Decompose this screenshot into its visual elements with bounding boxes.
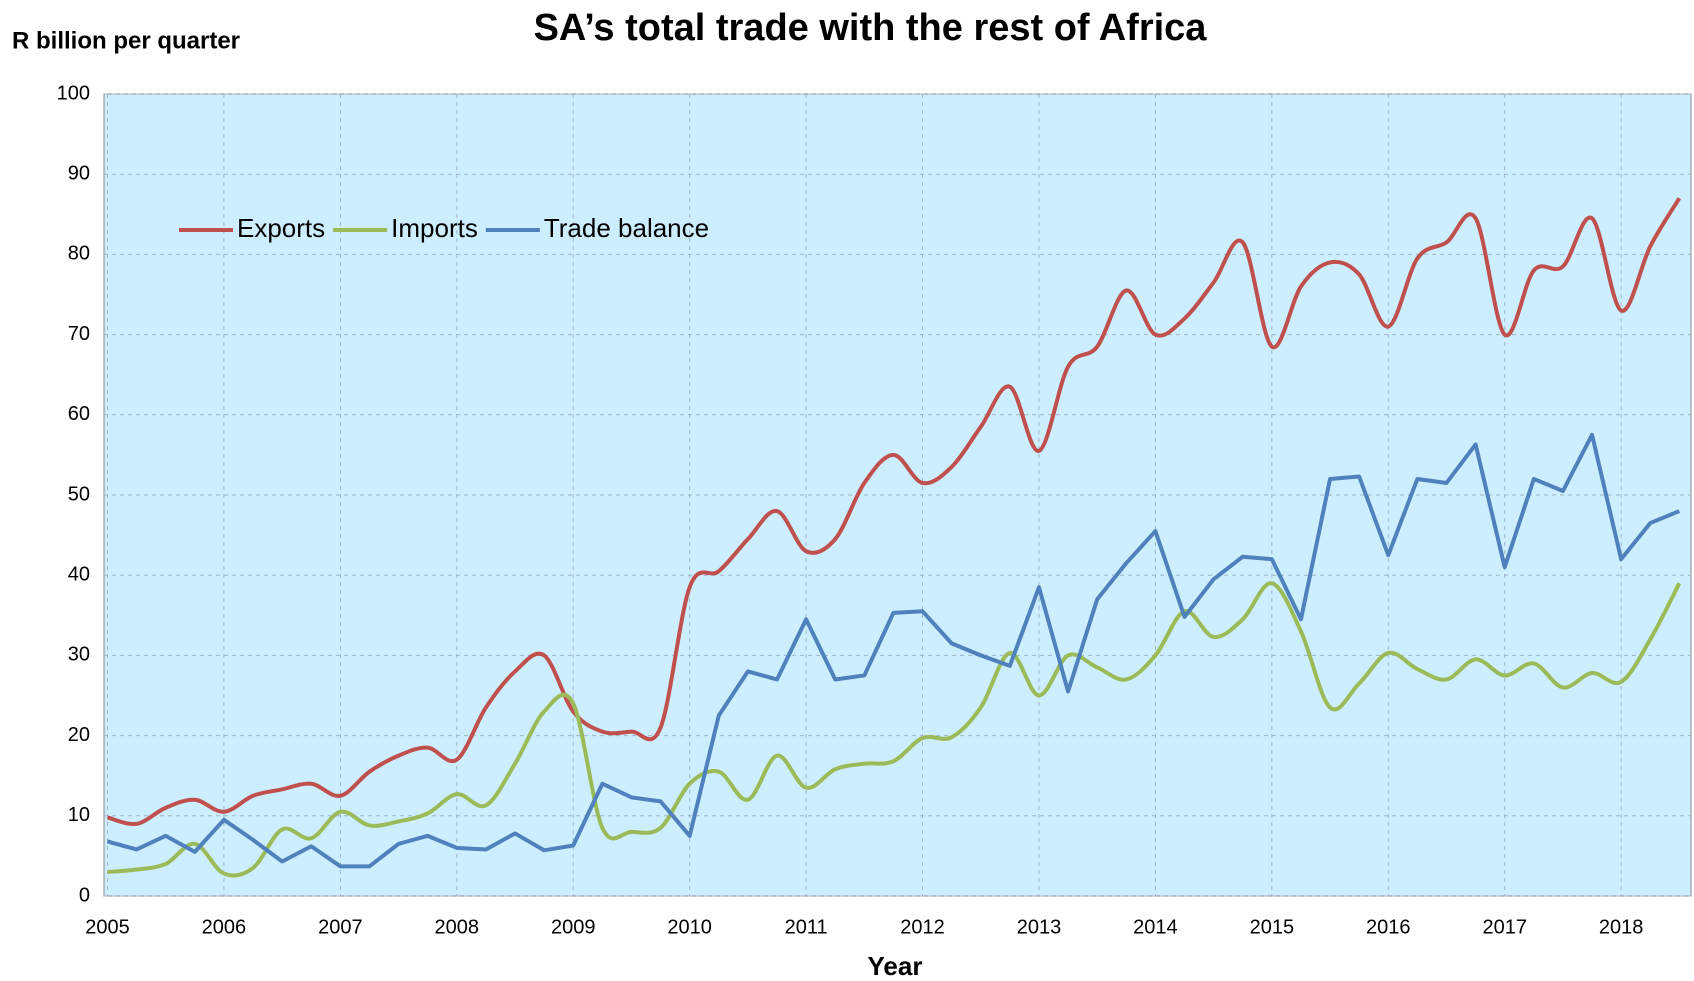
legend-label: Trade balance [544, 213, 709, 243]
series-line [106, 197, 1682, 827]
legend-label: Imports [391, 213, 478, 243]
x-tick-label: 2012 [900, 916, 945, 938]
y-tick-label: 10 [68, 804, 90, 826]
legend-label: Exports [237, 213, 325, 243]
y-tick-label: 60 [68, 403, 90, 425]
y-tick-label: 50 [68, 483, 90, 505]
x-axis-label: Year [868, 951, 923, 981]
y-axis-label: R billion per quarter [12, 27, 240, 54]
x-tick-label: 2011 [785, 916, 828, 938]
y-tick-label: 80 [68, 243, 90, 265]
x-tick-label: 2009 [551, 916, 596, 938]
y-tick-label: 100 [57, 82, 90, 104]
x-tick-label: 2010 [667, 916, 712, 938]
chart-title: SA’s total trade with the rest of Africa [534, 7, 1208, 49]
y-tick-label: 90 [68, 162, 90, 184]
series-line [107, 581, 1682, 878]
x-tick-label: 2018 [1599, 916, 1644, 938]
x-tick-label: 2016 [1366, 916, 1411, 938]
x-tick-label: 2017 [1482, 916, 1527, 938]
x-tick-label: 2007 [318, 916, 363, 938]
y-tick-label: 40 [68, 563, 90, 585]
x-tick-label: 2013 [1017, 916, 1062, 938]
y-tick-label: 20 [68, 724, 90, 746]
y-tick-label: 70 [68, 323, 90, 345]
series-line [106, 432, 1681, 869]
x-tick-label: 2006 [202, 916, 247, 938]
x-tick-label: 2005 [85, 916, 130, 938]
y-tick-label: 0 [79, 884, 90, 906]
y-tick-label: 30 [68, 644, 90, 666]
x-tick-label: 2015 [1250, 916, 1295, 938]
x-tick-label: 2008 [435, 916, 480, 938]
x-tick-label: 2014 [1133, 916, 1178, 938]
